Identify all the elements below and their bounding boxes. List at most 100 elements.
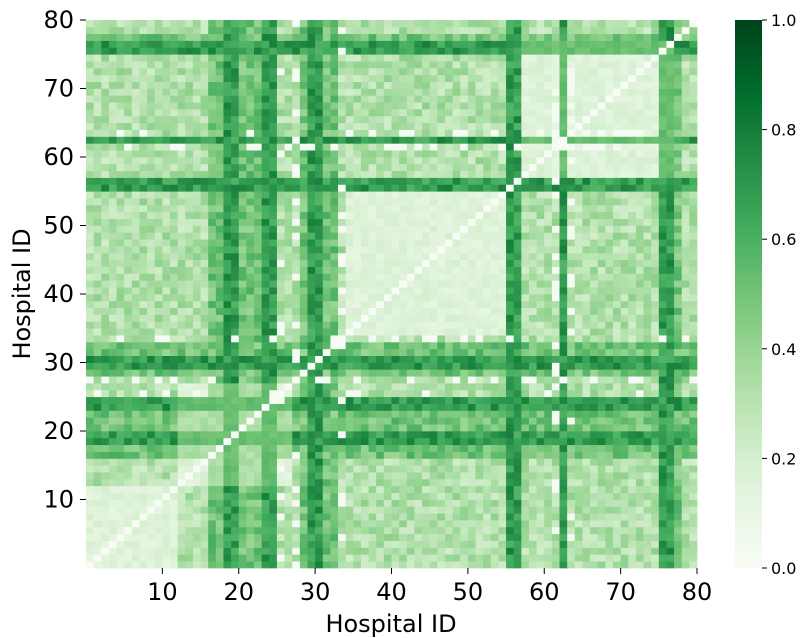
- heatmap-cell: [101, 54, 110, 62]
- heatmap-cell: [483, 246, 492, 254]
- heatmap-cell: [437, 458, 446, 466]
- heatmap-cell: [177, 280, 186, 288]
- heatmap-cell: [269, 198, 278, 206]
- heatmap-cell: [254, 444, 263, 452]
- heatmap-cell: [544, 431, 553, 439]
- heatmap-cell: [93, 383, 102, 391]
- heatmap-cell: [162, 150, 171, 158]
- heatmap-cell: [429, 417, 438, 425]
- heatmap-cell: [170, 259, 178, 267]
- heatmap-cell: [536, 424, 545, 432]
- heatmap-cell: [254, 225, 263, 233]
- heatmap-cell: [231, 341, 240, 350]
- heatmap-cell: [360, 191, 369, 199]
- heatmap-cell: [246, 280, 255, 288]
- heatmap-cell: [452, 40, 461, 48]
- heatmap-cell: [254, 95, 263, 103]
- heatmap-cell: [383, 280, 392, 288]
- heatmap-cell: [177, 444, 186, 452]
- heatmap-cell: [353, 218, 362, 226]
- heatmap-cell: [399, 129, 408, 137]
- heatmap-cell: [254, 478, 263, 487]
- heatmap-cell: [376, 157, 385, 165]
- heatmap-cell: [490, 389, 499, 398]
- heatmap-cell: [116, 362, 125, 370]
- heatmap-cell: [269, 410, 278, 418]
- heatmap-cell: [315, 26, 324, 35]
- heatmap-cell: [101, 163, 110, 172]
- heatmap-cell: [528, 47, 537, 55]
- heatmap-cell: [444, 513, 453, 521]
- heatmap-cell: [498, 396, 507, 404]
- heatmap-cell: [246, 300, 255, 309]
- heatmap-cell: [399, 451, 408, 459]
- heatmap-cell: [429, 273, 438, 281]
- heatmap-cell: [200, 20, 209, 28]
- heatmap-cell: [460, 437, 469, 446]
- heatmap-cell: [383, 47, 392, 55]
- heatmap-cell: [345, 225, 354, 233]
- heatmap-cell: [93, 40, 102, 48]
- heatmap-cell: [315, 109, 324, 117]
- heatmap-cell: [498, 20, 507, 28]
- heatmap-cell: [124, 437, 133, 446]
- heatmap-cell: [467, 287, 476, 295]
- heatmap-cell: [437, 150, 446, 158]
- heatmap-cell: [536, 376, 545, 384]
- heatmap-cell: [200, 431, 209, 439]
- heatmap-cell: [139, 280, 148, 288]
- heatmap-cell: [422, 47, 431, 55]
- heatmap-cell: [177, 177, 186, 185]
- heatmap-cell: [360, 109, 369, 117]
- heatmap-cell: [254, 280, 263, 288]
- heatmap-cell: [215, 177, 224, 185]
- heatmap-cell: [383, 554, 392, 562]
- heatmap-cell: [521, 122, 530, 130]
- heatmap-cell: [170, 191, 178, 199]
- heatmap-cell: [460, 335, 469, 343]
- heatmap-cell: [269, 170, 278, 178]
- heatmap-cell: [284, 33, 293, 41]
- heatmap-cell: [162, 102, 171, 110]
- heatmap-cell: [269, 115, 278, 124]
- heatmap-cell: [475, 437, 484, 446]
- heatmap-cell: [338, 492, 347, 500]
- heatmap-cell: [536, 239, 545, 247]
- heatmap-cell: [261, 348, 270, 356]
- heatmap-cell: [124, 540, 133, 548]
- heatmap-cell: [170, 157, 178, 165]
- heatmap-cell: [147, 143, 156, 151]
- heatmap-cell: [147, 499, 156, 507]
- heatmap-cell: [383, 547, 392, 555]
- heatmap-cell: [460, 170, 469, 178]
- heatmap-cell: [360, 115, 369, 124]
- heatmap-cell: [292, 81, 301, 89]
- heatmap-cell: [490, 383, 499, 391]
- heatmap-cell: [170, 287, 178, 295]
- heatmap-cell: [223, 136, 232, 144]
- heatmap-cell: [200, 328, 209, 336]
- heatmap-cell: [292, 554, 301, 562]
- heatmap-cell: [360, 335, 369, 343]
- heatmap-cell: [528, 157, 537, 165]
- heatmap-cell: [399, 478, 408, 487]
- heatmap-cell: [93, 239, 102, 247]
- heatmap-cell: [406, 369, 415, 377]
- heatmap-cell: [536, 335, 545, 343]
- heatmap-cell: [238, 204, 247, 213]
- heatmap-cell: [276, 513, 285, 521]
- heatmap-cell: [299, 102, 308, 110]
- heatmap-cell: [223, 280, 232, 288]
- heatmap-cell: [154, 410, 163, 418]
- heatmap-cell: [345, 300, 354, 309]
- heatmap-cell: [414, 81, 423, 89]
- heatmap-cell: [391, 33, 400, 41]
- heatmap-cell: [322, 403, 331, 411]
- heatmap-cell: [223, 478, 232, 487]
- heatmap-cell: [452, 478, 461, 487]
- heatmap-cell: [223, 115, 232, 124]
- heatmap-cell: [185, 163, 194, 172]
- heatmap-cell: [322, 294, 331, 302]
- heatmap-cell: [185, 177, 194, 185]
- heatmap-cell: [513, 444, 522, 452]
